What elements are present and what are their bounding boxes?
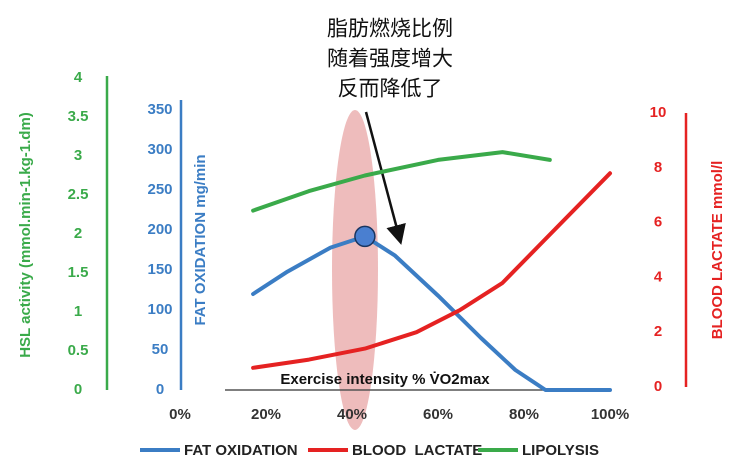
legend-label: LIPOLYSIS bbox=[522, 442, 599, 459]
y-tick-label: 350 bbox=[147, 101, 172, 118]
legend-label: FAT OXIDATION bbox=[184, 442, 298, 459]
y3-tick-label: 2.5 bbox=[68, 186, 89, 203]
y2-tick-label: 0 bbox=[654, 378, 662, 395]
x-tick-label: 80% bbox=[509, 406, 539, 423]
y-tick-label: 0 bbox=[156, 381, 164, 398]
y2-tick-label: 6 bbox=[654, 214, 662, 231]
y-tick-label: 100 bbox=[147, 301, 172, 318]
annotation: 反而降低了 bbox=[338, 78, 443, 101]
y-tick-label: 50 bbox=[152, 341, 169, 358]
y3-tick-label: 1 bbox=[74, 303, 82, 320]
x-tick-label: 60% bbox=[423, 406, 453, 423]
y2-tick-label: 4 bbox=[654, 268, 663, 285]
x-tick-label: 20% bbox=[251, 406, 281, 423]
y-tick-label: 250 bbox=[147, 181, 172, 198]
y3-tick-label: 3.5 bbox=[68, 108, 89, 125]
y-tick-label: 200 bbox=[147, 221, 172, 238]
series-line bbox=[251, 234, 612, 392]
y2-tick-label: 2 bbox=[654, 323, 662, 340]
annotation: 随着强度增大 bbox=[327, 48, 453, 71]
annotation: 脂肪燃烧比例 bbox=[327, 18, 453, 41]
x-tick-label: 0% bbox=[169, 406, 191, 423]
series-line bbox=[251, 171, 612, 370]
arrow bbox=[364, 111, 406, 245]
x-axis-title: Exercise intensity % V̇O2max bbox=[280, 371, 490, 388]
peak-marker bbox=[354, 225, 376, 248]
x-tick-label: 40% bbox=[337, 406, 367, 423]
y3-tick-label: 0.5 bbox=[68, 342, 89, 359]
y-tick-label: 150 bbox=[147, 261, 172, 278]
x-tick-label: 100% bbox=[591, 406, 629, 423]
legend-label: BLOOD LACTATE bbox=[352, 442, 482, 459]
y-axis-title: FAT OXIDATION mg/min bbox=[192, 154, 209, 325]
y3-tick-label: 1.5 bbox=[68, 264, 89, 281]
y3-tick-label: 3 bbox=[74, 147, 82, 164]
y2-tick-label: 10 bbox=[650, 104, 667, 121]
y3-tick-label: 0 bbox=[74, 381, 82, 398]
y3-tick-label: 4 bbox=[74, 69, 83, 86]
y3-axis-title: HSL activity (mmol.min-1.kg-1.dm) bbox=[17, 112, 34, 358]
y-tick-label: 300 bbox=[147, 141, 172, 158]
y2-tick-label: 8 bbox=[654, 159, 662, 176]
y2-axis-title: BLOOD LACTATE mmol/l bbox=[709, 161, 726, 340]
series-line bbox=[251, 150, 552, 213]
y3-tick-label: 2 bbox=[74, 225, 82, 242]
